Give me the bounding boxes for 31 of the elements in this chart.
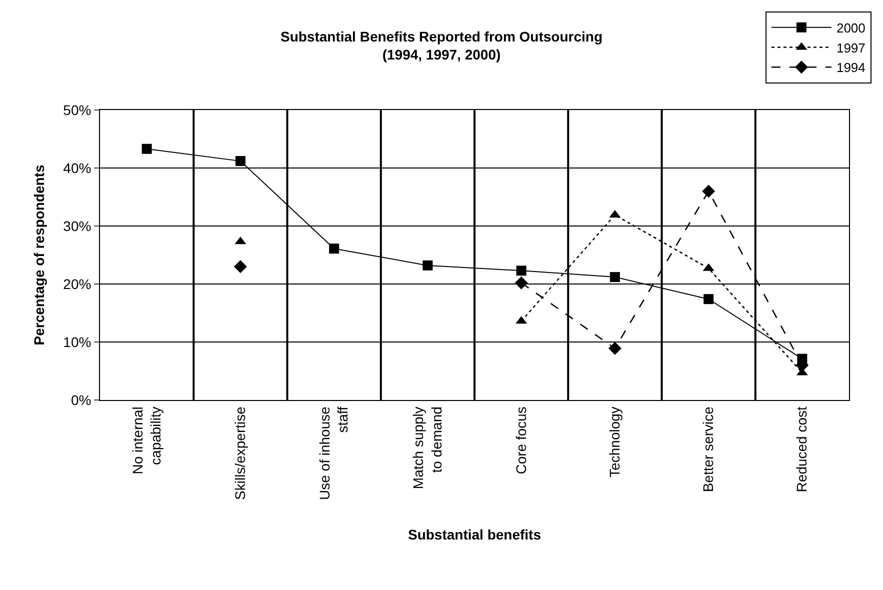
point (142, 144, 152, 154)
x-tick-label: Skills/expertise (232, 406, 248, 500)
y-tick-label: 50% (63, 102, 92, 118)
point (702, 184, 716, 198)
point (610, 272, 620, 282)
x-tick-label: Match supply to demand (410, 406, 444, 490)
y-tick-label: 20% (63, 276, 92, 292)
point (329, 244, 340, 254)
point (704, 294, 714, 304)
x-tick-label: Reduced cost (794, 406, 810, 492)
x-tick-label: No internal capability (129, 406, 164, 474)
point (516, 266, 526, 276)
point (608, 342, 622, 355)
chart-title: Substantial Benefits Reported from Outsourcing (1994, 1997, 2000) (280, 28, 603, 62)
y-tick-label: 30% (63, 218, 92, 234)
point (234, 260, 247, 274)
y-tick-label: 0% (70, 392, 92, 408)
y-tick-label: 10% (63, 334, 92, 350)
y-axis-title: Percentage of respondents (30, 164, 47, 346)
x-tick-label: Technology (606, 406, 622, 478)
y-tick-label: 40% (63, 160, 92, 176)
point (422, 260, 433, 270)
legend-label: 1997 (836, 40, 866, 56)
point (514, 276, 528, 290)
legend-label: 2000 (836, 20, 866, 36)
x-axis-title: Substantial benefits (408, 526, 542, 542)
x-tick-label: Better service (700, 406, 716, 492)
legend-label: 1994 (836, 60, 866, 76)
x-tick-label: Core focus (512, 406, 529, 474)
point (235, 156, 246, 166)
x-tick-label: Use of inhouse staff (316, 406, 351, 500)
